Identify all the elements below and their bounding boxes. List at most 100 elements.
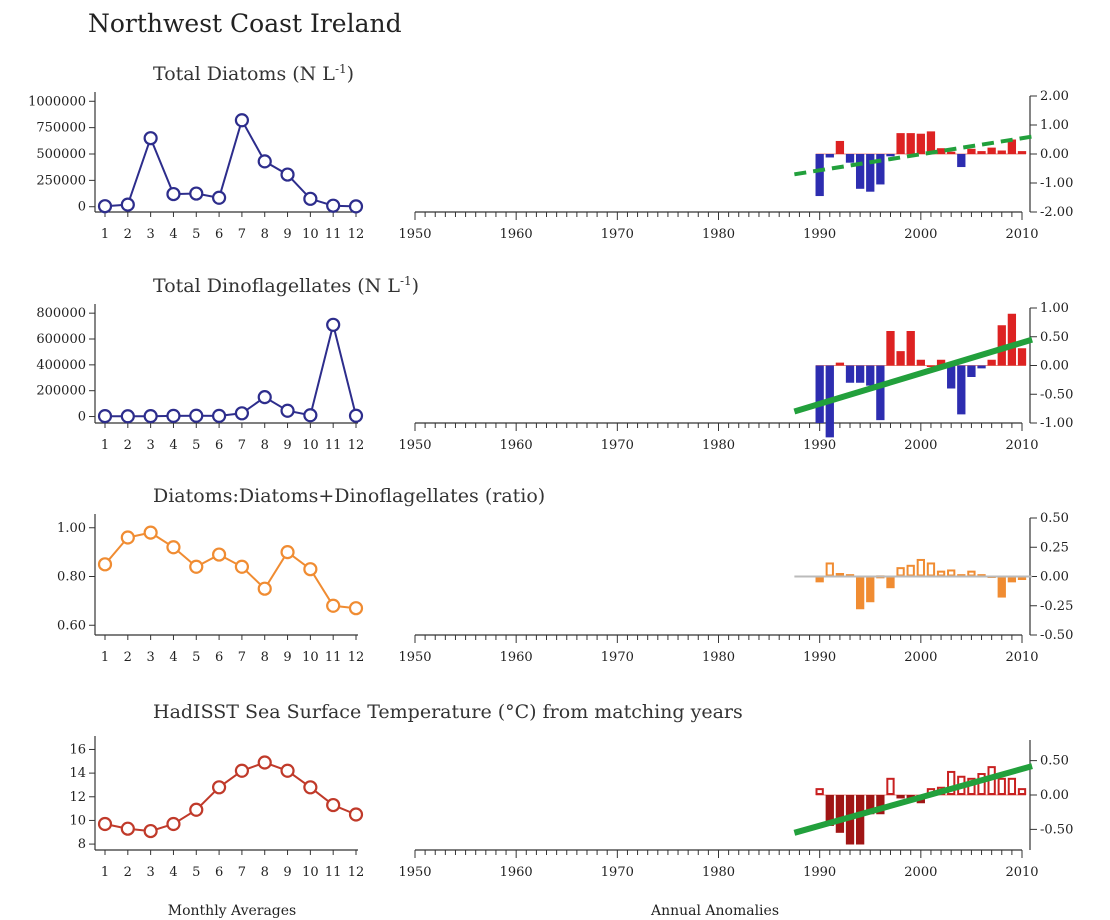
annual-x-tick-label: 2000	[904, 227, 937, 242]
monthly-series-line	[104, 324, 357, 418]
monthly-y-tick-label: 800000	[36, 306, 86, 321]
monthly-point	[120, 197, 135, 212]
annual-bar	[1017, 576, 1027, 581]
monthly-point	[120, 409, 135, 424]
annual-x-tick-label: 1960	[500, 865, 533, 880]
annual-x-tick-label: 1960	[500, 438, 533, 453]
monthly-point	[143, 131, 158, 146]
monthly-x-tick-label: 8	[261, 865, 269, 880]
annual-bar	[906, 564, 915, 577]
monthly-x-tick-label: 11	[325, 438, 342, 453]
monthly-point	[166, 816, 181, 832]
monthly-point	[211, 190, 227, 205]
monthly-point	[348, 408, 364, 423]
monthly-x-tick-label: 2	[124, 438, 132, 453]
annual-x-tick-label: 1950	[398, 650, 431, 665]
annual-bar	[845, 154, 855, 163]
monthly-point	[326, 797, 341, 813]
annual-bar	[947, 569, 956, 577]
monthly-point	[234, 559, 250, 574]
annual-y-tick-label: 0.50	[1040, 754, 1069, 769]
title-superscript: -1	[400, 274, 412, 288]
annual-bar	[916, 133, 925, 154]
monthly-point	[348, 199, 364, 214]
annual-bar	[926, 562, 936, 577]
annual-x-tick-label: 1990	[803, 865, 836, 880]
monthly-point	[348, 601, 364, 616]
annual-bar	[896, 351, 905, 366]
annual-bar	[886, 331, 895, 366]
monthly-y-tick-label: 8	[78, 837, 86, 852]
annual-bar	[1007, 576, 1017, 583]
monthly-x-tick-label: 12	[348, 227, 365, 242]
monthly-y-tick-label: 12	[69, 790, 86, 805]
annual-bar	[835, 140, 845, 154]
monthly-point	[257, 755, 272, 770]
monthly-point	[189, 559, 204, 574]
monthly-series-line	[104, 761, 357, 833]
annual-bar	[906, 331, 915, 366]
monthly-point	[166, 540, 181, 555]
annual-bar	[845, 365, 855, 383]
annual-bar	[896, 795, 905, 799]
monthly-x-tick-label: 6	[215, 227, 223, 242]
annual-bar	[916, 558, 925, 577]
annual-x-tick-label: 1990	[803, 227, 836, 242]
monthly-point	[189, 186, 204, 201]
monthly-x-tick-label: 9	[283, 865, 291, 880]
monthly-x-tick-label: 10	[302, 865, 319, 880]
monthly-x-tick-label: 12	[348, 650, 365, 665]
panel-3: Diatoms:Diatoms+Dinoflagellates (ratio) 0…	[57, 485, 1073, 665]
annual-trend-line	[793, 336, 1033, 415]
monthly-point	[280, 167, 295, 182]
monthly-x-tick-label: 8	[261, 227, 269, 242]
monthly-x-tick-label: 8	[261, 438, 269, 453]
monthly-y-tick-label: 0	[78, 410, 86, 425]
annual-x-tick-label: 1970	[601, 438, 634, 453]
monthly-x-tick-label: 5	[192, 227, 200, 242]
monthly-point	[348, 807, 364, 822]
monthly-x-tick-label: 11	[325, 865, 342, 880]
annual-bar	[1007, 313, 1017, 366]
monthly-x-tick-label: 5	[192, 650, 200, 665]
monthly-y-tick-label: 16	[69, 742, 86, 757]
annual-y-tick-label: -2.00	[1040, 205, 1073, 220]
monthly-point	[326, 317, 341, 332]
monthly-y-tick-label: 14	[69, 766, 86, 781]
annual-x-tick-label: 1990	[803, 650, 836, 665]
monthly-point	[120, 821, 135, 836]
monthly-x-tick-label: 12	[348, 438, 365, 453]
monthly-x-tick-label: 3	[146, 227, 154, 242]
annual-bar	[1017, 788, 1027, 795]
annual-bar	[997, 777, 1006, 795]
monthly-x-tick-label: 1	[101, 865, 109, 880]
monthly-point	[280, 545, 295, 560]
monthly-y-tick-label: 250000	[36, 173, 86, 188]
monthly-point	[257, 581, 272, 596]
panel-2: Total Dinoflagellates (N L-1) 0 200000 4000…	[36, 274, 1073, 453]
monthly-point	[303, 780, 318, 795]
annual-y-tick-label: 1.00	[1040, 301, 1069, 316]
monthly-x-tick-label: 5	[192, 438, 200, 453]
monthly-y-tick-label: 750000	[36, 121, 86, 136]
monthly-x-tick-label: 10	[302, 227, 319, 242]
monthly-x-tick-label: 3	[146, 438, 154, 453]
monthly-x-tick-label: 1	[101, 650, 109, 665]
annual-bar	[947, 151, 956, 154]
annual-y-tick-label: 0.00	[1040, 788, 1069, 803]
monthly-x-tick-label: 7	[238, 865, 246, 880]
annual-bar	[815, 154, 824, 197]
annual-bar	[977, 365, 986, 369]
annual-bar	[825, 795, 834, 826]
monthly-x-tick-label: 4	[169, 438, 177, 453]
annual-x-tick-label: 1980	[702, 865, 735, 880]
monthly-x-tick-label: 6	[215, 865, 223, 880]
annual-bar	[886, 576, 895, 589]
annual-bar	[957, 154, 966, 168]
annual-y-tick-label: 0.00	[1040, 147, 1069, 162]
annual-y-tick-label: -0.25	[1040, 599, 1073, 614]
monthly-x-tick-label: 7	[238, 227, 246, 242]
annual-bar	[906, 133, 915, 154]
monthly-x-tick-label: 7	[238, 650, 246, 665]
